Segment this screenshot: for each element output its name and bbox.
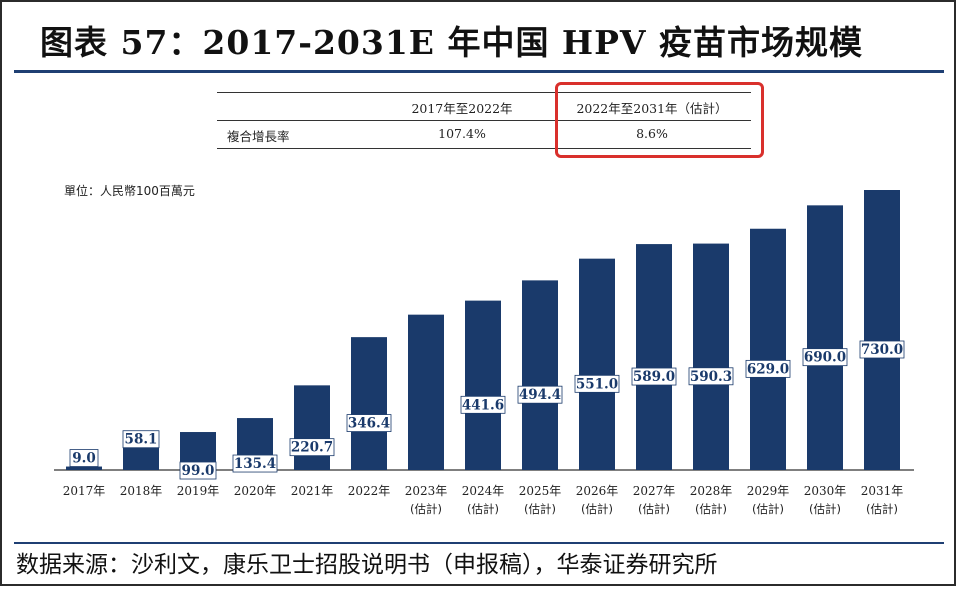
- data-label-bg-2022年: [346, 414, 392, 432]
- x-tick-label-2028年: 2028年: [690, 484, 733, 498]
- data-label-bg-2026年: [574, 374, 620, 393]
- x-tick-label-2021年: 2021年: [291, 484, 334, 498]
- data-label-2026年: 551.0: [576, 376, 618, 392]
- x-tick-label-2027年: 2027年: [633, 484, 676, 498]
- bar-2022年: [351, 337, 387, 470]
- data-label-2027年: 589.0: [633, 369, 675, 385]
- bar-2021年: [294, 385, 330, 470]
- table-value-period-2: 8.6%: [636, 126, 668, 141]
- table-row-label: 複合增長率: [227, 129, 290, 144]
- bar-2025年: [522, 280, 558, 470]
- x-tick-sublabel-2027年: (估計): [638, 502, 670, 516]
- x-tick-sublabel-2030年: (估計): [809, 502, 841, 516]
- data-label-bg-2019年: [179, 461, 217, 480]
- bar-2018年: [123, 447, 159, 470]
- data-label-2030年: 690.0: [804, 350, 846, 366]
- data-label-bg-2030年: [802, 348, 848, 367]
- data-label-2024年: 441.6: [462, 397, 504, 413]
- data-label-2017年: 9.0: [72, 451, 96, 467]
- x-tick-label-2026年: 2026年: [576, 484, 619, 498]
- data-label-bg-2028年: [688, 367, 734, 386]
- chart-unit-label: 單位：人民幣100百萬元: [64, 184, 195, 198]
- bar-2031年: [864, 190, 900, 470]
- x-tick-label-2020年: 2020年: [234, 484, 277, 498]
- x-tick-label-2024年: 2024年: [462, 484, 505, 498]
- figure-title: 图表 57：2017-2031E 年中国 HPV 疫苗市场规模: [40, 23, 864, 62]
- data-label-2029年: 629.0: [747, 361, 789, 377]
- data-label-bg-2018年: [122, 430, 160, 449]
- x-tick-label-2018年: 2018年: [120, 484, 163, 498]
- bar-2017年: [66, 466, 102, 470]
- x-tick-label-2022年: 2022年: [348, 484, 391, 498]
- x-tick-sublabel-2028年: (估計): [695, 502, 727, 516]
- data-label-bg-2031年: [859, 340, 905, 359]
- table-rule-top: [217, 92, 751, 93]
- data-label-bg-2021年: [289, 438, 335, 457]
- data-label-2020年: 135.4: [234, 456, 276, 472]
- highlight-box: [555, 82, 764, 158]
- x-tick-label-2031年: 2031年: [861, 484, 904, 498]
- data-label-bg-2029年: [745, 359, 791, 378]
- bar-2026年: [579, 258, 615, 470]
- table-header-period-1: 2017年至2022年: [411, 101, 513, 116]
- bar-2029年: [750, 228, 786, 470]
- bar-2027年: [636, 244, 672, 470]
- data-label-2022年: 346.4: [348, 416, 390, 432]
- data-label-2019年: 99.0: [182, 463, 215, 479]
- bar-2024年: [465, 300, 501, 470]
- table-rule-bottom: [217, 148, 751, 149]
- data-label-2021年: 220.7: [291, 440, 333, 456]
- x-tick-label-2017年: 2017年: [63, 484, 106, 498]
- data-label-2031年: 730.0: [861, 342, 903, 358]
- bar-chart: 9.0 2017年 58.1 2018年 99.0 2019年 135.4 2020年 220.…: [54, 190, 914, 516]
- title-rule: [14, 70, 944, 73]
- table-value-period-1: 107.4%: [438, 126, 486, 141]
- bar-2023年: [408, 314, 444, 470]
- x-tick-label-2029年: 2029年: [747, 484, 790, 498]
- x-tick-sublabel-2031年: (估計): [866, 502, 898, 516]
- table-rule-middle: [217, 120, 751, 121]
- data-label-2025年: 494.4: [519, 387, 561, 403]
- x-tick-label-2019年: 2019年: [177, 484, 220, 498]
- data-label-2028年: 590.3: [690, 369, 732, 385]
- data-label-bg-2024年: [460, 395, 506, 414]
- x-tick-label-2030年: 2030年: [804, 484, 847, 498]
- data-label-bg-2017年: [69, 449, 99, 467]
- bar-2028年: [693, 243, 729, 470]
- x-tick-sublabel-2026年: (估計): [581, 502, 613, 516]
- data-label-bg-2020年: [232, 454, 278, 473]
- x-tick-sublabel-2023年: (估計): [410, 502, 442, 516]
- data-label-bg-2027年: [631, 367, 677, 386]
- x-tick-sublabel-2024年: (估計): [467, 502, 499, 516]
- table-header-period-2: 2022年至2031年（估計）: [576, 101, 728, 116]
- data-label-bg-2025年: [517, 385, 563, 404]
- source-note: 数据来源：沙利文，康乐卫士招股说明书（申报稿），华泰证券研究所: [16, 552, 718, 578]
- x-tick-label-2023年: 2023年: [405, 484, 448, 498]
- x-tick-label-2025年: 2025年: [519, 484, 562, 498]
- x-tick-sublabel-2029年: (估計): [752, 502, 784, 516]
- bar-2030年: [807, 205, 843, 470]
- x-tick-sublabel-2025年: (估計): [524, 502, 556, 516]
- source-rule: [14, 542, 944, 544]
- data-label-2018年: 58.1: [125, 432, 158, 448]
